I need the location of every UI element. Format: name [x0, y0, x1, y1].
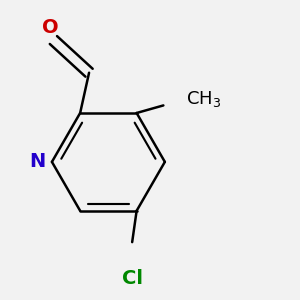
Text: CH$_3$: CH$_3$	[186, 89, 221, 110]
Text: O: O	[42, 18, 59, 37]
Text: Cl: Cl	[122, 269, 143, 288]
Text: N: N	[30, 152, 46, 171]
